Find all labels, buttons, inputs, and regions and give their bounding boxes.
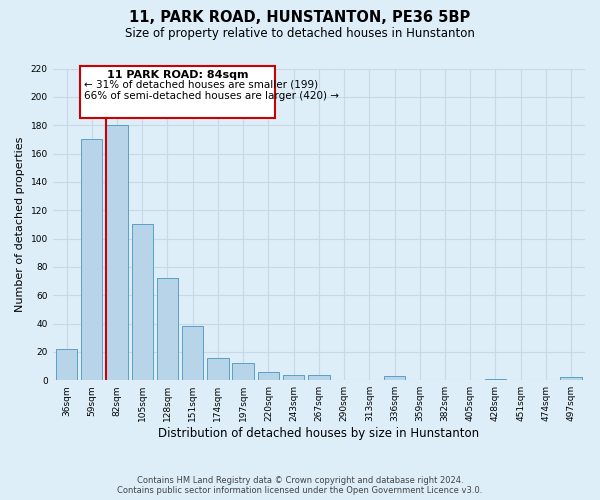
Bar [106,125,128,380]
Text: ← 31% of detached houses are smaller (199): ← 31% of detached houses are smaller (19… [84,80,319,90]
Text: Contains HM Land Registry data © Crown copyright and database right 2024.
Contai: Contains HM Land Registry data © Crown c… [118,476,482,495]
Bar [560,378,582,380]
Text: 66% of semi-detached houses are larger (420) →: 66% of semi-detached houses are larger (… [84,91,339,101]
Bar [308,374,329,380]
Bar [485,379,506,380]
Bar [131,224,153,380]
Bar [56,349,77,380]
FancyBboxPatch shape [80,66,275,118]
Bar [257,372,279,380]
X-axis label: Distribution of detached houses by size in Hunstanton: Distribution of detached houses by size … [158,427,479,440]
Bar [157,278,178,380]
Text: Size of property relative to detached houses in Hunstanton: Size of property relative to detached ho… [125,28,475,40]
Y-axis label: Number of detached properties: Number of detached properties [15,136,25,312]
Text: 11, PARK ROAD, HUNSTANTON, PE36 5BP: 11, PARK ROAD, HUNSTANTON, PE36 5BP [130,10,470,25]
Text: 11 PARK ROAD: 84sqm: 11 PARK ROAD: 84sqm [107,70,248,80]
Bar [232,363,254,380]
Bar [207,358,229,380]
Bar [384,376,405,380]
Bar [81,140,103,380]
Bar [182,326,203,380]
Bar [283,374,304,380]
